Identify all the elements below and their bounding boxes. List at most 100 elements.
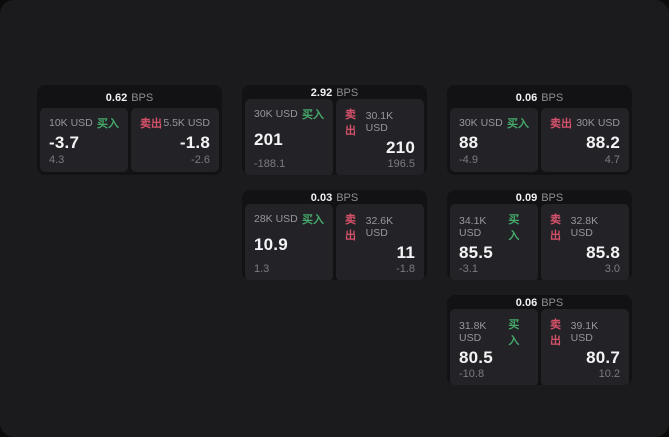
quote-card: 0.06 BPS 30K USD 买入 88 -4.9 卖出 30K USD 8… — [447, 85, 632, 175]
buy-sub-value: 1.3 — [254, 263, 270, 275]
buy-sub-value: -188.1 — [254, 158, 286, 170]
bps-value: 2.92 — [310, 87, 333, 99]
bps-unit: BPS — [541, 91, 564, 104]
sell-panel[interactable]: 卖出 30.1K USD 210 196.5 — [336, 99, 424, 175]
buy-panel[interactable]: 31.8K USD 买入 80.5 -10.8 — [450, 309, 538, 385]
card-body: 30K USD 买入 201 -188.1 卖出 30.1K USD 210 1… — [245, 99, 424, 175]
card-body: 31.8K USD 买入 80.5 -10.8 卖出 39.1K USD 80.… — [450, 309, 629, 385]
sell-panel[interactable]: 卖出 30K USD 88.2 4.7 — [541, 108, 629, 172]
sell-panel[interactable]: 卖出 5.5K USD -1.8 -2.6 — [131, 108, 219, 172]
card-body: 10K USD 买入 -3.7 4.3 卖出 5.5K USD -1.8 -2.… — [40, 108, 219, 172]
card-body: 28K USD 买入 10.9 1.3 卖出 32.6K USD 11 -1.8 — [245, 204, 424, 280]
buy-panel-top-row: 34.1K USD 买入 — [459, 211, 529, 243]
card-header: 0.06 BPS — [447, 295, 632, 309]
buy-panel[interactable]: 10K USD 买入 -3.7 4.3 — [40, 108, 128, 172]
bps-unit: BPS — [336, 192, 359, 204]
sell-side-badge: 卖出 — [550, 319, 561, 347]
bps-value: 0.06 — [515, 297, 538, 309]
quote-card: 2.92 BPS 30K USD 买入 201 -188.1 卖出 30.1K … — [242, 85, 427, 175]
buy-amount-label: 31.8K USD — [459, 320, 487, 344]
buy-panel-top-row: 30K USD 买入 — [459, 115, 529, 131]
bps-unit: BPS — [336, 87, 359, 99]
sell-price: 85.8 — [586, 243, 620, 262]
card-header: 0.06 BPS — [447, 85, 632, 108]
buy-amount-label: 30K USD — [459, 117, 503, 129]
buy-side-badge: 买入 — [508, 319, 520, 347]
sell-panel-top-row: 卖出 30.1K USD — [345, 106, 415, 138]
sell-panel-top-row: 卖出 30K USD — [550, 115, 620, 131]
sell-panel[interactable]: 卖出 32.8K USD 85.8 3.0 — [541, 204, 629, 280]
buy-price: 10.9 — [254, 235, 288, 254]
sell-side-badge: 卖出 — [550, 118, 572, 130]
sell-amount-label: 39.1K USD — [570, 320, 599, 344]
buy-panel-top-row: 30K USD 买入 — [254, 106, 324, 122]
sell-panel-top-row: 卖出 32.6K USD — [345, 211, 415, 243]
sell-panel-top-row: 卖出 39.1K USD — [550, 316, 620, 348]
buy-side-badge: 买入 — [507, 118, 529, 130]
sell-price: 210 — [386, 138, 415, 157]
sell-panel[interactable]: 卖出 39.1K USD 80.7 10.2 — [541, 309, 629, 385]
quote-card: 0.09 BPS 34.1K USD 买入 85.5 -3.1 卖出 32.8K… — [447, 190, 632, 280]
card-header: 2.92 BPS — [242, 85, 427, 99]
buy-amount-label: 10K USD — [49, 117, 93, 129]
buy-side-badge: 买入 — [97, 118, 119, 130]
card-header: 0.03 BPS — [242, 190, 427, 204]
quote-card: 0.03 BPS 28K USD 买入 10.9 1.3 卖出 32.6K US… — [242, 190, 427, 280]
sell-sub-value: -2.6 — [191, 154, 210, 166]
buy-amount-label: 30K USD — [254, 108, 298, 120]
buy-sub-value: 4.3 — [49, 154, 65, 166]
sell-sub-value: 196.5 — [387, 158, 415, 170]
sell-amount-label: 5.5K USD — [163, 117, 210, 129]
sell-side-badge: 卖出 — [345, 214, 356, 242]
quote-card: 0.62 BPS 10K USD 买入 -3.7 4.3 卖出 5.5K USD… — [37, 85, 222, 175]
buy-price: -3.7 — [49, 132, 80, 152]
sell-amount-label: 32.8K USD — [570, 215, 599, 239]
buy-panel[interactable]: 30K USD 买入 88 -4.9 — [450, 108, 538, 172]
buy-price: 85.5 — [459, 243, 493, 262]
sell-amount-label: 30K USD — [576, 117, 620, 129]
buy-panel[interactable]: 30K USD 买入 201 -188.1 — [245, 99, 333, 175]
buy-sub-value: -4.9 — [459, 154, 478, 166]
buy-amount-label: 28K USD — [254, 213, 298, 225]
cards-grid: 0.62 BPS 10K USD 买入 -3.7 4.3 卖出 5.5K USD… — [37, 85, 632, 385]
sell-sub-value: 10.2 — [598, 368, 620, 380]
sell-side-badge: 卖出 — [550, 214, 561, 242]
buy-panel-top-row: 31.8K USD 买入 — [459, 316, 529, 348]
bps-value: 0.06 — [515, 91, 538, 104]
card-header: 0.62 BPS — [37, 85, 222, 108]
card-header: 0.09 BPS — [447, 190, 632, 204]
sell-side-badge: 卖出 — [345, 109, 356, 137]
quote-card: 0.06 BPS 31.8K USD 买入 80.5 -10.8 卖出 39.1… — [447, 295, 632, 385]
bps-value: 0.09 — [515, 192, 538, 204]
sell-panel-top-row: 卖出 5.5K USD — [140, 115, 210, 131]
buy-price: 88 — [459, 132, 479, 152]
bps-unit: BPS — [541, 297, 564, 309]
buy-panel-top-row: 10K USD 买入 — [49, 115, 119, 131]
sell-sub-value: -1.8 — [396, 263, 415, 275]
sell-price: -1.8 — [179, 132, 210, 152]
buy-amount-label: 34.1K USD — [459, 215, 487, 239]
buy-price: 201 — [254, 130, 283, 149]
bps-value: 0.03 — [310, 192, 333, 204]
sell-side-badge: 卖出 — [140, 118, 162, 130]
buy-side-badge: 买入 — [508, 214, 520, 242]
buy-sub-value: -3.1 — [459, 263, 478, 275]
bps-unit: BPS — [131, 91, 154, 104]
buy-price: 80.5 — [459, 348, 493, 367]
sell-price: 88.2 — [586, 132, 620, 152]
bps-value: 0.62 — [105, 91, 128, 104]
buy-panel[interactable]: 34.1K USD 买入 85.5 -3.1 — [450, 204, 538, 280]
buy-panel[interactable]: 28K USD 买入 10.9 1.3 — [245, 204, 333, 280]
bps-unit: BPS — [541, 192, 564, 204]
buy-side-badge: 买入 — [302, 109, 324, 121]
sell-amount-label: 32.6K USD — [365, 215, 394, 239]
sell-panel[interactable]: 卖出 32.6K USD 11 -1.8 — [336, 204, 424, 280]
buy-sub-value: -10.8 — [459, 368, 485, 380]
sell-panel-top-row: 卖出 32.8K USD — [550, 211, 620, 243]
sell-price: 80.7 — [586, 348, 620, 367]
sell-price: 11 — [396, 243, 415, 262]
sell-sub-value: 4.7 — [604, 154, 620, 166]
sell-amount-label: 30.1K USD — [365, 110, 394, 134]
buy-panel-top-row: 28K USD 买入 — [254, 211, 324, 227]
